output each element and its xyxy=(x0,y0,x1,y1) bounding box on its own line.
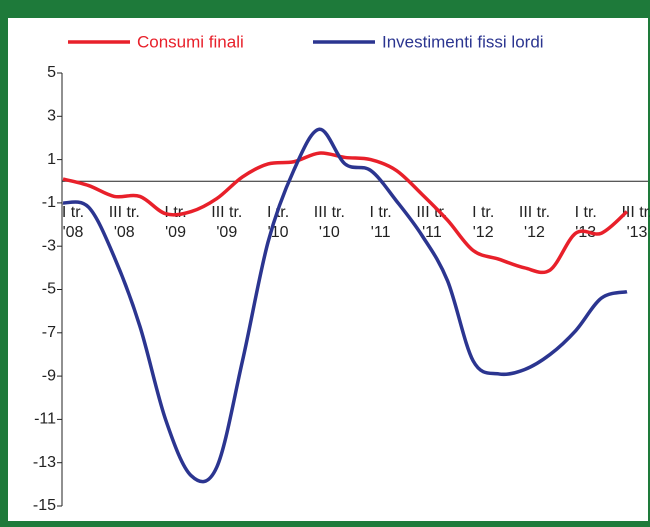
x-tick-label: III tr. xyxy=(519,204,550,221)
x-tick-label: III tr. xyxy=(211,204,242,221)
x-tick-label: '10 xyxy=(319,224,340,241)
x-tick-label: III tr. xyxy=(621,204,650,221)
y-tick-label: -15 xyxy=(33,497,56,514)
y-tick-label: -9 xyxy=(42,367,56,384)
y-tick-label: -3 xyxy=(42,237,56,254)
x-tick-label: '09 xyxy=(216,224,237,241)
legend-label: Investimenti fissi lordi xyxy=(382,32,544,51)
x-tick-label: '12 xyxy=(524,224,545,241)
series-line xyxy=(62,127,628,484)
x-tick-label: I tr. xyxy=(472,204,494,221)
y-tick-label: 5 xyxy=(47,64,56,81)
y-tick-label: -1 xyxy=(42,194,56,211)
x-tick-label: I tr. xyxy=(370,204,392,221)
x-tick-label: III tr. xyxy=(314,204,345,221)
x-tick-label: '09 xyxy=(165,224,186,241)
x-tick-label: '11 xyxy=(422,224,442,241)
plot-background xyxy=(8,18,648,521)
x-tick-label: '11 xyxy=(371,224,391,241)
x-tick-label: '08 xyxy=(63,224,84,241)
y-tick-label: -13 xyxy=(33,454,56,471)
x-tick-label: III tr. xyxy=(416,204,447,221)
x-tick-label: '12 xyxy=(473,224,494,241)
x-tick-label: I tr. xyxy=(164,204,186,221)
y-tick-label: 3 xyxy=(47,108,56,125)
y-tick-label: 1 xyxy=(47,151,56,168)
x-tick-label: III tr. xyxy=(109,204,140,221)
y-tick-label: -7 xyxy=(42,324,56,341)
x-tick-label: '13 xyxy=(627,224,648,241)
y-tick-label: -5 xyxy=(42,281,56,298)
x-tick-label: '08 xyxy=(114,224,135,241)
series-line xyxy=(62,151,629,275)
y-tick-label: -11 xyxy=(34,411,56,428)
x-tick-label: I tr. xyxy=(575,204,597,221)
legend-label: Consumi finali xyxy=(137,32,244,51)
x-tick-label: I tr. xyxy=(62,204,84,221)
